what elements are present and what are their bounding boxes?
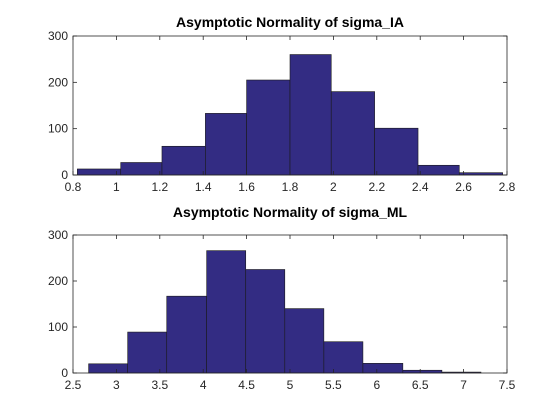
histogram-bar — [206, 250, 247, 374]
histogram-bar — [289, 54, 332, 176]
histogram-bar — [362, 363, 404, 374]
y-tick-label: 0 — [61, 168, 68, 182]
histogram-bar — [127, 331, 168, 374]
histogram-bar — [205, 113, 247, 176]
x-tick-label: 1.4 — [195, 180, 212, 194]
histogram-panel-sigma-ia: Asymptotic Normality of sigma_IA 0.8 1 1.2… — [48, 14, 516, 194]
x-tick-label: 5.5 — [325, 378, 342, 392]
histogram-bar — [88, 363, 128, 374]
x-tick-label: 5 — [287, 378, 294, 392]
histogram-bar — [245, 269, 286, 374]
histogram-bar — [77, 168, 122, 176]
x-tick-label: 1.2 — [151, 180, 168, 194]
histogram-bar — [166, 295, 207, 374]
x-tick-label: 6.5 — [412, 378, 429, 392]
x-tick-label: 0.8 — [65, 180, 82, 194]
y-tick-label: 300 — [48, 228, 68, 242]
y-tick-label: 100 — [48, 122, 68, 136]
x-tick-label: 2.8 — [499, 180, 516, 194]
y-tick-label: 200 — [48, 274, 68, 288]
x-tick-label: 7.5 — [499, 378, 516, 392]
x-tick-label: 6 — [373, 378, 380, 392]
x-tick-label: 4.5 — [238, 378, 255, 392]
chart-title: Asymptotic Normality of sigma_ML — [173, 204, 408, 220]
x-tick-label: 1 — [113, 180, 120, 194]
histogram-bar — [417, 164, 460, 176]
histogram-bar — [323, 341, 364, 374]
x-tick-label: 1.6 — [238, 180, 255, 194]
chart-title: Asymptotic Normality of sigma_IA — [176, 14, 404, 30]
x-tick-label: 2.2 — [368, 180, 385, 194]
y-tick-label: 0 — [61, 366, 68, 380]
histogram-panel-sigma-ml: Asymptotic Normality of sigma_ML 2.5 3 3.5… — [48, 204, 516, 392]
x-tick-label: 2.5 — [65, 378, 82, 392]
x-tick-label: 7 — [460, 378, 467, 392]
x-tick-label: 2 — [330, 180, 337, 194]
x-tick-label: 2.6 — [455, 180, 472, 194]
y-tick-label: 100 — [48, 320, 68, 334]
histogram-bar — [284, 308, 325, 374]
histogram-bar — [330, 91, 375, 176]
histogram-bar — [120, 162, 163, 176]
y-tick-label: 300 — [48, 29, 68, 43]
x-tick-label: 4 — [200, 378, 207, 392]
x-tick-label: 1.8 — [282, 180, 299, 194]
histogram-bar — [246, 79, 291, 176]
y-tick-label: 200 — [48, 75, 68, 89]
x-tick-label: 2.4 — [412, 180, 429, 194]
x-tick-label: 3 — [113, 378, 120, 392]
histogram-bar — [402, 369, 443, 374]
x-tick-label: 3.5 — [151, 378, 168, 392]
histogram-bar — [161, 145, 206, 176]
histogram-bar — [374, 127, 419, 176]
